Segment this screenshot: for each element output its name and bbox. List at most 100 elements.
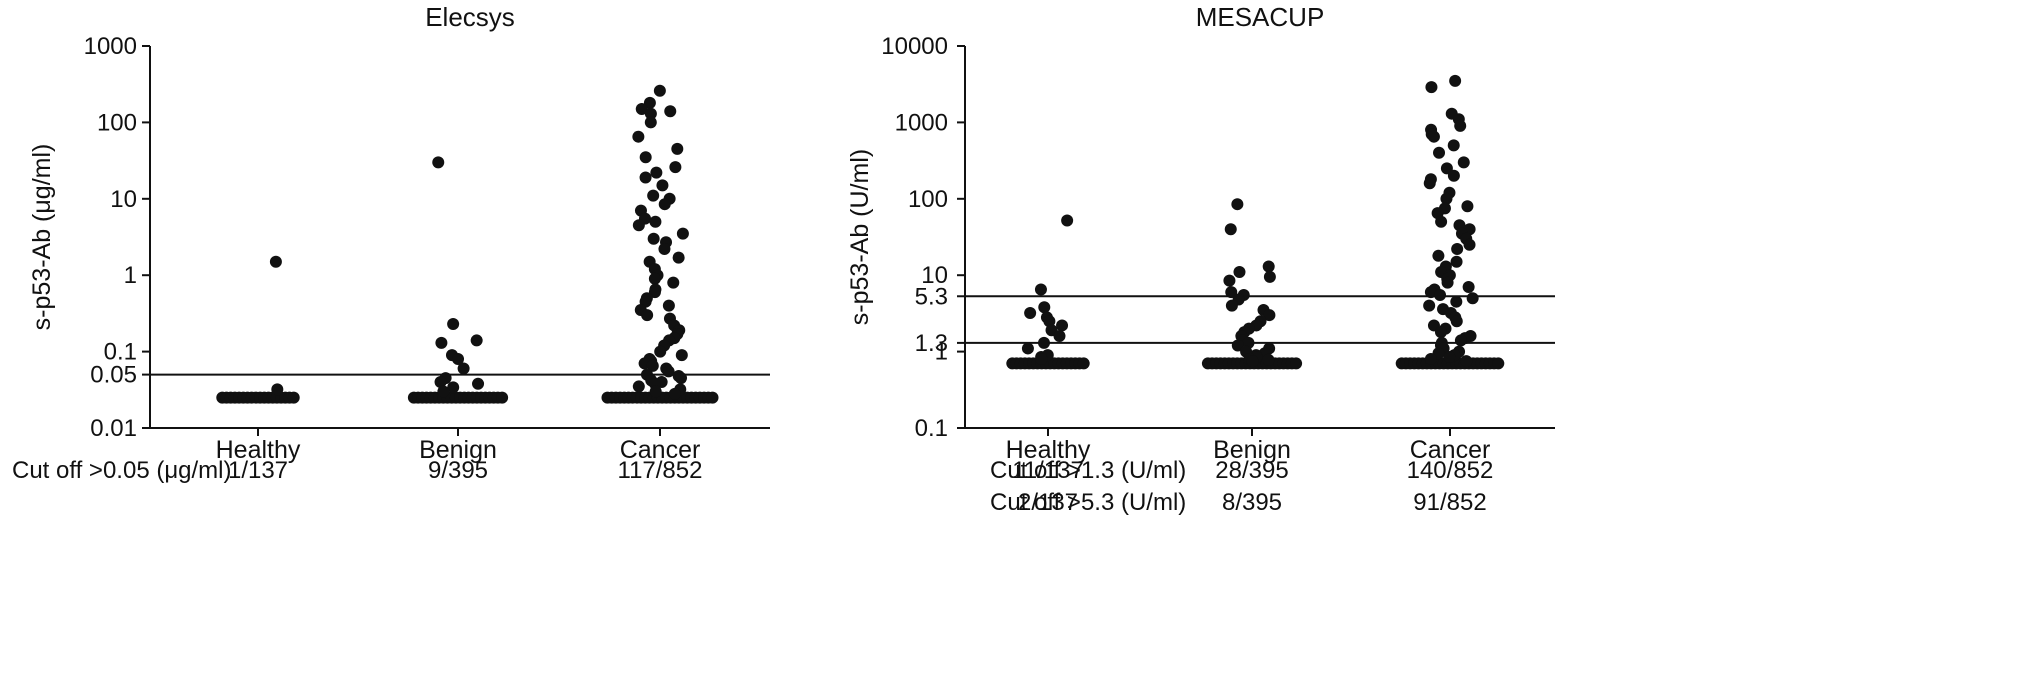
y-tick-label: 100 (97, 109, 137, 136)
data-point (664, 105, 677, 118)
y-tick-label: 1000 (895, 109, 948, 136)
data-point (632, 380, 645, 393)
data-point (644, 116, 657, 129)
data-point (1225, 286, 1238, 299)
data-point (1043, 315, 1056, 328)
data-point (1233, 266, 1246, 279)
data-point (1434, 326, 1447, 339)
y-tick-label: 1000 (84, 33, 137, 60)
data-point (1056, 319, 1069, 332)
data-point (1231, 339, 1244, 352)
data-point (1034, 283, 1047, 296)
data-point (647, 189, 660, 202)
cutoff-row-value: 9/395 (428, 457, 488, 484)
y-tick-label: 10000 (881, 33, 948, 60)
data-point (1038, 301, 1051, 314)
data-point (632, 219, 645, 232)
data-point (1440, 192, 1453, 205)
data-point (1454, 119, 1467, 132)
data-point (675, 349, 688, 362)
data-point (271, 383, 284, 396)
data-point (1262, 353, 1275, 366)
data-point (1224, 223, 1237, 236)
data-point (646, 359, 659, 372)
data-point (1037, 336, 1050, 349)
data-point (1424, 353, 1437, 366)
data-point (1077, 357, 1090, 370)
category-label: Cancer (620, 436, 701, 464)
cutoff-row-value: 140/852 (1407, 457, 1494, 484)
data-point (1433, 146, 1446, 159)
cutoff-row-label: Cut off >0.05 (μg/ml) (12, 457, 231, 484)
data-point (648, 272, 661, 285)
data-point (632, 130, 645, 143)
data-point (447, 381, 460, 394)
y-tick-label: 1 (935, 339, 948, 366)
data-point (1443, 350, 1456, 363)
chart-title: MESACUP (1196, 2, 1325, 32)
data-point (649, 385, 662, 398)
data-point (447, 317, 460, 330)
data-point (644, 107, 657, 120)
data-point (641, 309, 654, 322)
data-point (671, 142, 684, 155)
data-point (1053, 330, 1066, 343)
data-point (649, 215, 662, 228)
data-point (452, 353, 465, 366)
data-point (1454, 334, 1467, 347)
data-point (647, 232, 660, 245)
data-point (1447, 169, 1460, 182)
data-point (706, 391, 719, 404)
data-point (457, 362, 470, 375)
data-point (1021, 342, 1034, 355)
category-label: Benign (419, 436, 497, 464)
data-point (496, 391, 509, 404)
data-point (1435, 215, 1448, 228)
data-point (654, 345, 667, 358)
y-tick-label: 10 (921, 262, 948, 289)
data-point (1290, 357, 1303, 370)
data-point (437, 385, 450, 398)
cutoff-row-value: 11/137 (1012, 457, 1084, 484)
data-point (1425, 81, 1438, 94)
data-point (639, 171, 652, 184)
y-tick-label: 0.1 (104, 339, 137, 366)
data-point (1263, 309, 1276, 322)
data-point (1424, 286, 1437, 299)
data-point (669, 161, 682, 174)
y-tick-label: 0.1 (915, 415, 948, 442)
data-point (656, 179, 669, 192)
cutoff-row-value: 117/852 (618, 457, 703, 484)
data-point (1246, 355, 1259, 368)
data-point (1223, 274, 1236, 287)
cutoff-row-value: 91/852 (1413, 489, 1486, 516)
data-point (1262, 260, 1275, 273)
data-point (653, 84, 666, 97)
data-point (1462, 281, 1475, 294)
y-tick-label: 1 (124, 262, 137, 289)
data-point (470, 334, 483, 347)
data-point (650, 166, 663, 179)
y-tick-label: 100 (908, 186, 948, 213)
chart-mesacup: MESACUP 0.1 11.3 5.310 100 1000 10000 s-p53-Ab … (846, 2, 1555, 516)
data-point (1451, 243, 1464, 256)
data-point (472, 377, 485, 390)
cutoff-row-label: Cut off >5.3 (U/ml) (990, 489, 1186, 516)
category-label: Cancer (1410, 436, 1491, 464)
data-point (1423, 299, 1436, 312)
data-point (1457, 156, 1470, 169)
y-tick-label: 0.05 (90, 362, 137, 389)
data-point (676, 227, 689, 240)
y-tick-label: 1.3 (915, 330, 948, 357)
data-point (639, 151, 652, 164)
data-point (435, 336, 448, 349)
data-point (662, 299, 675, 312)
data-point (662, 365, 675, 378)
data-point (1024, 307, 1037, 320)
data-point (1432, 249, 1445, 262)
data-point (432, 156, 445, 169)
cutoff-row-value: 28/395 (1215, 457, 1288, 484)
data-point (667, 276, 680, 289)
data-point (434, 376, 447, 389)
